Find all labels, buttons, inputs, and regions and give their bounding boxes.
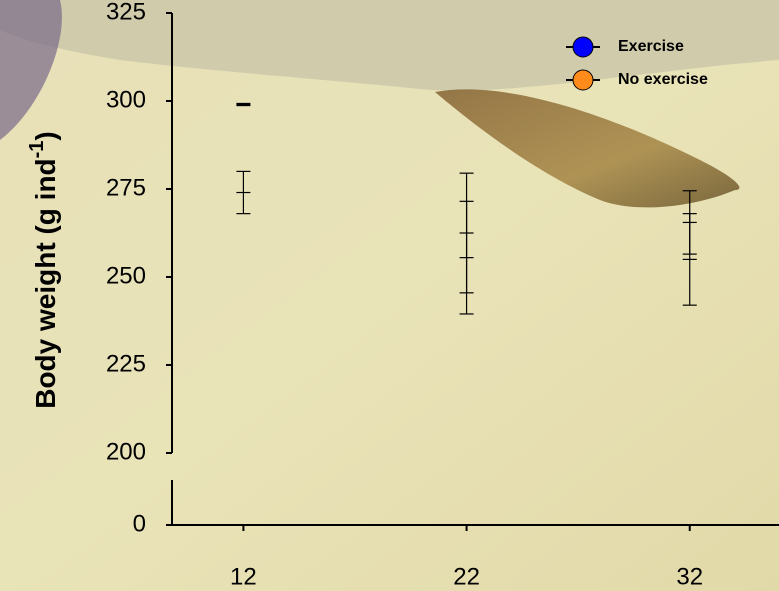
photo-top — [0, 0, 779, 91]
y-tick-label: 225 — [106, 350, 146, 377]
x-tick-label: 12 — [230, 563, 257, 590]
error-bar — [682, 213, 697, 306]
y-tick-label: 275 — [106, 174, 146, 201]
y-tick-label: 0 — [133, 510, 146, 537]
y-tick-label: 325 — [106, 0, 146, 25]
legend-marker — [572, 36, 594, 58]
y-tick-label: 200 — [106, 438, 146, 465]
y-tick-label: 250 — [106, 262, 146, 289]
legend-marker — [572, 69, 594, 91]
error-bar — [236, 102, 251, 107]
x-tick-label: 22 — [453, 563, 480, 590]
photo-finger — [0, 0, 62, 140]
y-tick-label: 300 — [106, 86, 146, 113]
error-bar — [236, 170, 251, 215]
legend-label: No exercise — [618, 71, 708, 88]
error-bar — [459, 200, 474, 315]
photo-fin — [435, 89, 740, 208]
x-tick-label: 32 — [676, 563, 703, 590]
y-axis-label: Body weight (g ind-1) — [26, 131, 61, 409]
legend-label: Exercise — [618, 38, 684, 55]
